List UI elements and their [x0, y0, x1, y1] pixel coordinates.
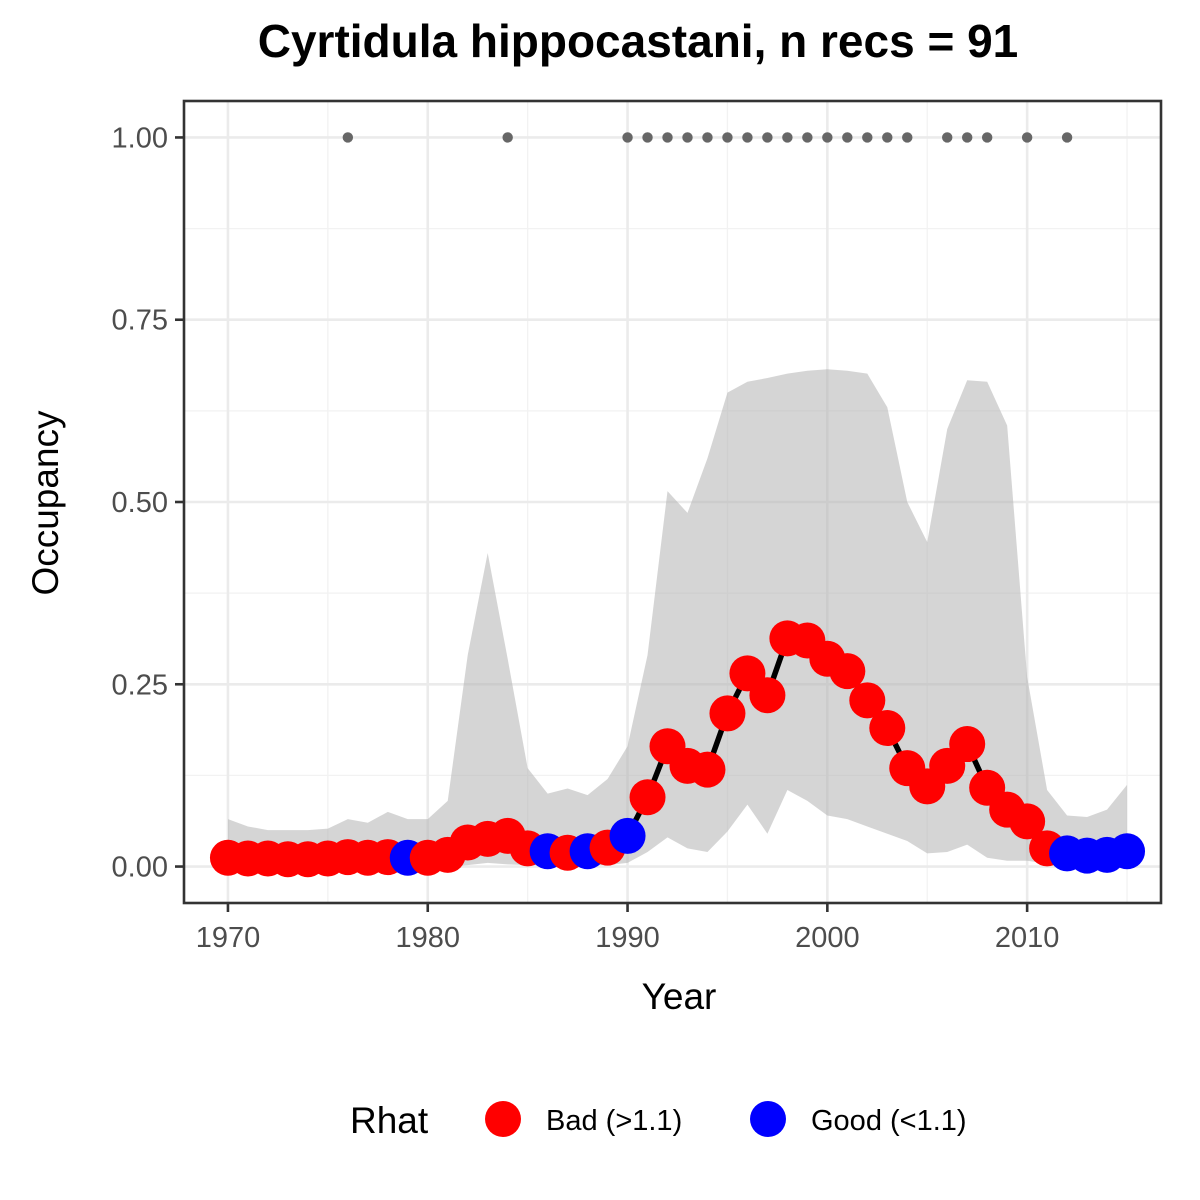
y-tick-label: 0.00 [112, 852, 168, 884]
detection-point [622, 132, 633, 143]
occupancy-point-good [1109, 833, 1146, 870]
legend-label-bad: Bad (>1.1) [546, 1105, 682, 1137]
legend-label-good: Good (<1.1) [811, 1105, 967, 1137]
occupancy-point-bad [1009, 803, 1046, 840]
detection-point [502, 132, 513, 143]
legend-title: Rhat [350, 1100, 429, 1141]
occupancy-point-bad [689, 751, 726, 788]
occupancy-point-good [609, 817, 646, 854]
occupancy-point-bad [629, 779, 666, 816]
y-axis-title: Occupancy [25, 410, 66, 596]
ci-ribbon [227, 369, 1128, 867]
occupancy-point-bad [849, 682, 886, 719]
y-tick-label: 1.00 [112, 122, 168, 154]
legend: Rhat Bad (>1.1) Good (<1.1) [350, 1100, 967, 1141]
detection-point [981, 132, 993, 143]
detection-point [742, 132, 753, 143]
detection-point [942, 132, 953, 143]
x-axis-title: Year [642, 976, 717, 1017]
y-tick-label: 0.25 [112, 669, 168, 701]
detection-point [702, 132, 713, 143]
occupancy-point-bad [749, 677, 786, 714]
detection-points [342, 132, 1073, 143]
y-tick-label: 0.75 [112, 305, 168, 337]
detection-point [642, 132, 653, 143]
x-tick-label: 1990 [595, 922, 660, 954]
detection-point [842, 132, 853, 143]
detection-point [342, 132, 354, 143]
detection-point [1021, 132, 1033, 143]
detection-point [662, 132, 673, 143]
x-tick-label: 2010 [995, 922, 1060, 954]
occupancy-point-bad [949, 726, 986, 763]
detection-point [1061, 132, 1073, 143]
axes: 1970 1980 1990 2000 2010 0.00 0.25 0.50 0.75 1.00 [112, 122, 1060, 954]
detection-point [882, 132, 893, 143]
detection-point [722, 132, 733, 143]
detection-point [961, 132, 973, 143]
credible-interval-ribbon [227, 369, 1128, 867]
occupancy-points [209, 620, 1146, 878]
x-tick-label: 1980 [395, 922, 460, 954]
chart-title: Cyrtidula hippocastani, n recs = 91 [257, 15, 1019, 67]
detection-point [802, 132, 813, 143]
x-tick-label: 1970 [196, 922, 261, 954]
detection-point [782, 132, 793, 143]
occupancy-point-bad [829, 653, 866, 690]
detection-point [682, 132, 693, 143]
detection-point [862, 132, 873, 143]
occupancy-point-bad [869, 710, 906, 747]
occupancy-point-bad [709, 695, 746, 732]
y-tick-label: 0.50 [112, 487, 168, 519]
detection-point [902, 132, 913, 143]
legend-key-good [750, 1101, 786, 1137]
detection-point [822, 132, 833, 143]
x-tick-label: 2000 [795, 922, 860, 954]
legend-key-bad [485, 1101, 521, 1137]
detection-point [762, 132, 773, 143]
